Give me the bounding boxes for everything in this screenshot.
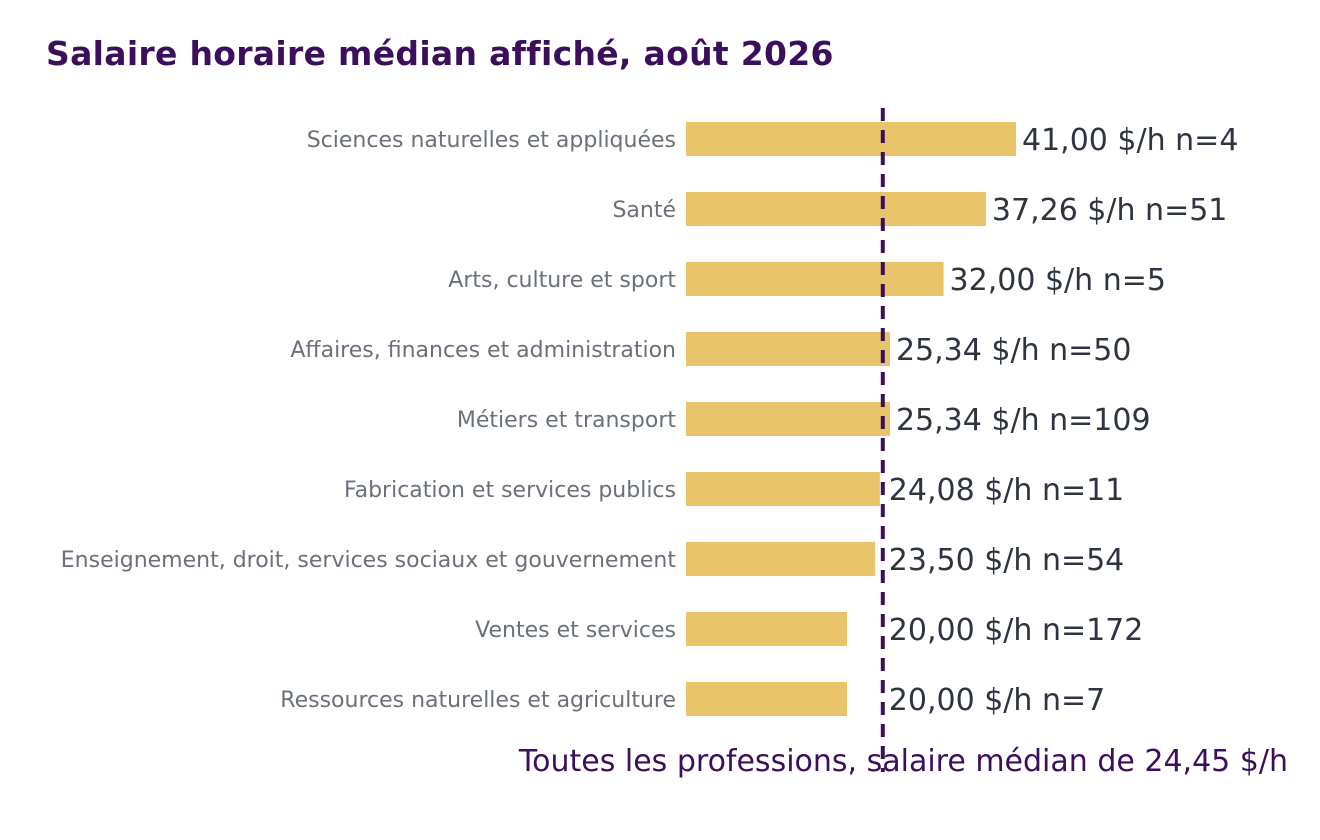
category-label: Métiers et transport [457,408,676,433]
bar [686,542,876,576]
bar [686,122,1016,156]
value-label: 20,00 $/h n=172 [889,613,1144,648]
category-label: Sciences naturelles et appliquées [307,128,676,153]
value-label: 24,08 $/h n=11 [889,473,1125,508]
bar [686,612,847,646]
category-label: Ventes et services [475,618,676,643]
value-label: 32,00 $/h n=5 [950,263,1166,298]
category-label: Fabrication et services publics [344,478,676,503]
median-reference-label: Toutes les professions, salaire médian d… [518,744,1288,779]
chart-title: Salaire horaire médian affiché, août 202… [46,34,834,73]
category-label: Enseignement, droit, services sociaux et… [61,548,677,573]
value-label: 37,26 $/h n=51 [992,193,1228,228]
category-labels-group: Sciences naturelles et appliquées Santé Ar… [61,128,677,713]
bar [686,682,847,716]
bar [686,192,986,226]
bar [686,332,890,366]
bar [686,262,944,296]
category-label: Ressources naturelles et agriculture [280,688,676,713]
value-label: 25,34 $/h n=109 [896,403,1151,438]
bar [686,472,880,506]
category-label: Arts, culture et sport [448,268,676,293]
category-label: Affaires, finances et administration [290,338,676,363]
value-label: 23,50 $/h n=54 [889,543,1125,578]
bars-group [686,122,1016,716]
value-label: 25,34 $/h n=50 [896,333,1131,368]
value-label: 20,00 $/h n=7 [889,683,1105,718]
bar [686,402,890,436]
category-label: Santé [612,198,676,223]
value-label: 41,00 $/h n=4 [1022,123,1238,158]
value-labels-group: 41,00 $/h n=4 37,26 $/h n=51 32,00 $/h n=5… [889,123,1239,718]
